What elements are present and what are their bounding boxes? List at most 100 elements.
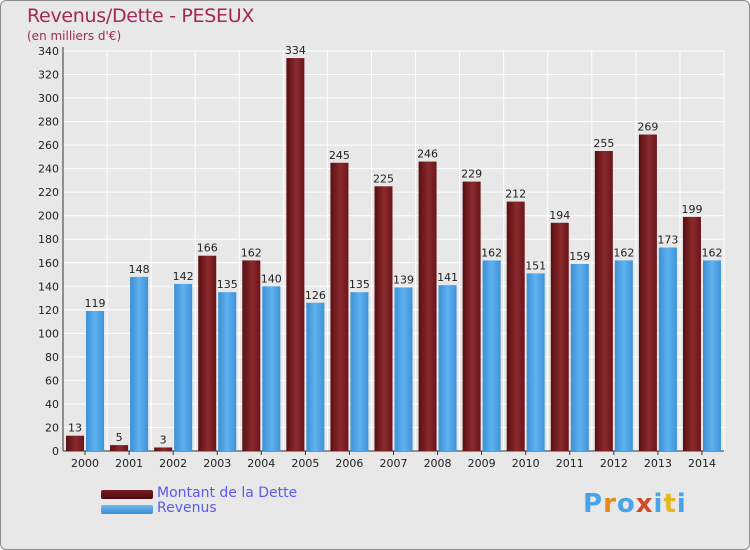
- data-label-debt: 194: [549, 209, 570, 222]
- y-tick-label: 240: [38, 163, 59, 176]
- y-tick-label: 0: [52, 445, 59, 458]
- logo-letter: i: [676, 489, 687, 519]
- data-label-revenus: 148: [129, 263, 150, 276]
- x-tick-label: 2006: [335, 457, 363, 470]
- bar-revenus: [526, 273, 545, 451]
- x-tick-label: 2001: [115, 457, 143, 470]
- bar-revenus: [570, 263, 589, 451]
- data-label-revenus: 119: [85, 297, 106, 310]
- y-tick-label: 180: [38, 233, 59, 246]
- bar-debt: [638, 134, 657, 451]
- y-tick-label: 160: [38, 257, 59, 270]
- data-label-debt: 246: [417, 148, 438, 161]
- bar-revenus: [86, 311, 105, 451]
- x-tick-label: 2000: [71, 457, 99, 470]
- data-label-revenus: 162: [701, 246, 722, 259]
- data-label-revenus: 135: [349, 278, 370, 291]
- bar-debt: [154, 447, 173, 451]
- bar-debt: [374, 186, 393, 451]
- y-tick-label: 60: [45, 374, 59, 387]
- logo-letter: o: [616, 489, 636, 519]
- bar-debt: [682, 216, 701, 451]
- data-label-debt: 5: [116, 431, 123, 444]
- bar-debt: [198, 255, 217, 451]
- data-label-revenus: 141: [437, 271, 458, 284]
- legend-label-revenus: Revenus: [157, 500, 217, 516]
- x-tick-label: 2003: [203, 457, 231, 470]
- logo-letter: x: [635, 489, 654, 519]
- data-label-revenus: 173: [657, 233, 678, 246]
- data-label-debt: 3: [160, 433, 167, 446]
- bar-revenus: [658, 247, 677, 451]
- data-label-revenus: 126: [305, 289, 326, 302]
- bar-revenus: [482, 260, 501, 451]
- data-label-revenus: 159: [569, 250, 590, 263]
- y-tick-label: 80: [45, 351, 59, 364]
- data-label-debt: 166: [197, 242, 218, 255]
- y-tick-label: 120: [38, 304, 59, 317]
- data-label-revenus: 139: [393, 273, 414, 286]
- logo-letter: t: [663, 489, 677, 519]
- bar-debt: [330, 162, 349, 451]
- x-tick-label: 2004: [247, 457, 275, 470]
- data-label-revenus: 135: [217, 278, 238, 291]
- x-tick-label: 2014: [688, 457, 716, 470]
- legend-label-debt: Montant de la Dette: [157, 485, 298, 501]
- y-tick-label: 280: [38, 116, 59, 129]
- bar-revenus: [350, 292, 369, 451]
- bar-debt: [594, 151, 613, 451]
- bar-debt: [418, 161, 437, 451]
- y-tick-label: 320: [38, 69, 59, 82]
- plot-area: [63, 51, 724, 451]
- y-tick-label: 260: [38, 139, 59, 152]
- bar-debt: [550, 222, 569, 451]
- x-tick-label: 2005: [291, 457, 319, 470]
- x-tick-label: 2010: [512, 457, 540, 470]
- chart-title: Revenus/Dette - PESEUX: [27, 5, 255, 27]
- data-label-debt: 334: [285, 44, 306, 57]
- bar-revenus: [130, 276, 149, 451]
- logo-letter: i: [653, 489, 664, 519]
- data-label-debt: 13: [68, 422, 82, 435]
- y-tick-label: 200: [38, 210, 59, 223]
- x-tick-label: 2008: [424, 457, 452, 470]
- data-label-revenus: 140: [261, 272, 282, 285]
- bar-revenus: [702, 260, 721, 451]
- bar-revenus: [262, 286, 281, 451]
- data-label-revenus: 162: [481, 246, 502, 259]
- x-tick-label: 2012: [600, 457, 628, 470]
- x-tick-label: 2011: [556, 457, 584, 470]
- y-tick-label: 40: [45, 398, 59, 411]
- bar-debt: [506, 201, 525, 451]
- y-tick-label: 340: [38, 45, 59, 58]
- bar-revenus: [218, 292, 237, 451]
- x-tick-label: 2009: [468, 457, 496, 470]
- x-tick-label: 2002: [159, 457, 187, 470]
- bar-debt: [66, 435, 85, 451]
- data-label-debt: 212: [505, 188, 526, 201]
- bar-revenus: [438, 285, 457, 451]
- proxiti-logo: Proxiti: [583, 489, 687, 519]
- data-label-debt: 245: [329, 149, 350, 162]
- data-label-debt: 269: [637, 121, 658, 134]
- y-tick-label: 20: [45, 421, 59, 434]
- bar-debt: [110, 445, 129, 451]
- bar-debt: [462, 181, 481, 451]
- bar-debt: [242, 260, 261, 451]
- chart-subtitle: (en milliers d'€): [27, 29, 122, 43]
- x-tick-label: 2013: [644, 457, 672, 470]
- data-label-revenus: 142: [173, 270, 194, 283]
- bar-debt: [286, 58, 305, 451]
- bar-revenus: [614, 260, 633, 451]
- y-tick-label: 220: [38, 186, 59, 199]
- x-tick-label: 2007: [380, 457, 408, 470]
- y-tick-label: 100: [38, 327, 59, 340]
- logo-letter: r: [603, 489, 617, 519]
- y-tick-label: 140: [38, 280, 59, 293]
- data-label-debt: 229: [461, 168, 482, 181]
- data-label-revenus: 151: [525, 259, 546, 272]
- logo-letter: P: [583, 489, 604, 519]
- legend-swatch-revenus: [101, 505, 153, 514]
